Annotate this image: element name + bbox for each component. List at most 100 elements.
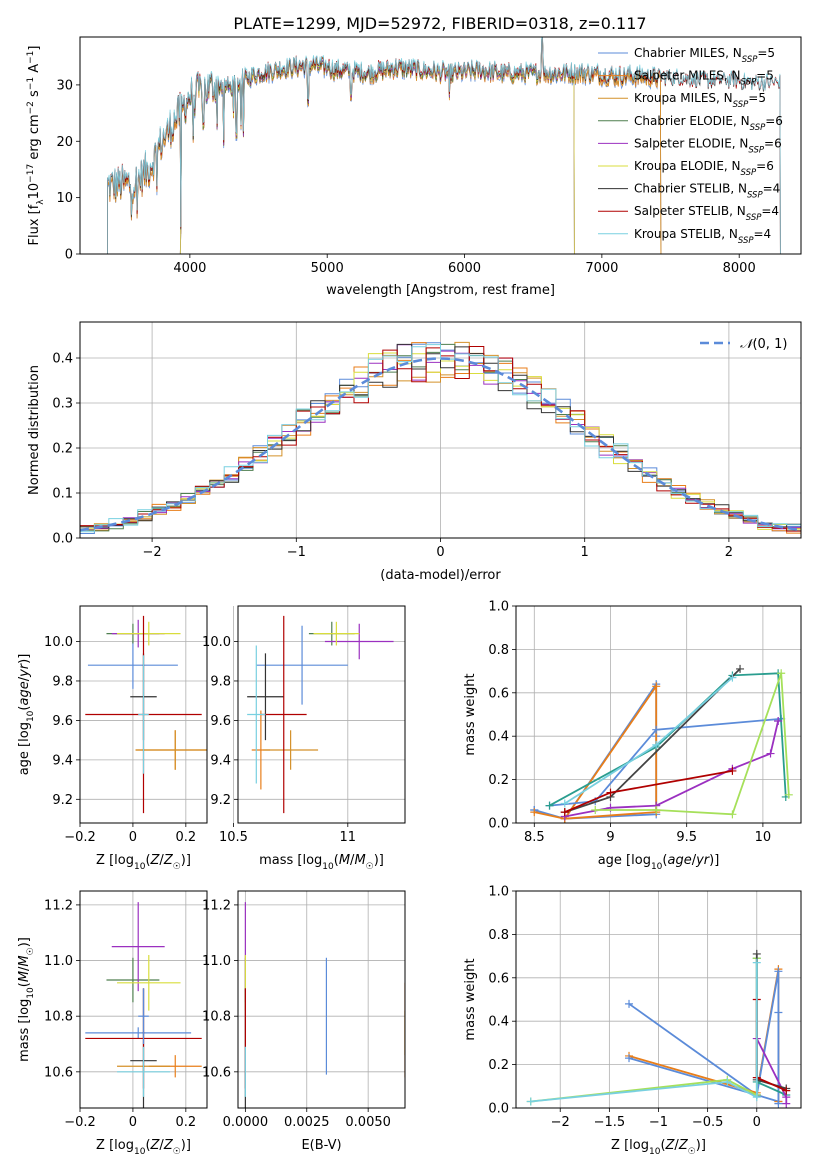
panel-1: 4000 5000 6000 7000 8000 0 10 20 30 Chabrier MILE… bbox=[26, 36, 802, 298]
label-part: 10 bbox=[649, 1147, 661, 1157]
x-tick-label: 4000 bbox=[173, 261, 206, 276]
spectrum-series-9 bbox=[107, 37, 781, 254]
legend-label-main: Salpeter STELIB, N bbox=[634, 204, 746, 218]
ssp-weight-marker bbox=[774, 967, 783, 976]
ssp-weight-line-3 bbox=[628, 971, 780, 1104]
label-part: / bbox=[17, 676, 32, 681]
plot-area bbox=[107, 37, 781, 254]
legend-label-tail: =6 bbox=[756, 159, 774, 173]
panel-2: −2 −1 0 1 2 0.0 0.1 0.2 0.3 0.4 𝒩(0, 1) (data-model… bbox=[27, 321, 802, 583]
ssp-weight-marker bbox=[752, 958, 761, 967]
plot-area bbox=[85, 615, 207, 814]
label-part: Z [log bbox=[96, 1138, 134, 1153]
y-axis-label: Normed distribution bbox=[27, 365, 42, 495]
x-axis-label: mass [log10(M/M☉)] bbox=[259, 853, 384, 872]
ssp-weight-marker bbox=[728, 766, 737, 775]
label-part: Z bbox=[665, 1138, 676, 1153]
legend-label-sub: SSP bbox=[741, 78, 757, 88]
legend-label-sub: SSP bbox=[750, 123, 766, 133]
y-tick-label: 0.8 bbox=[488, 643, 509, 658]
y-tick-label: 11.0 bbox=[202, 954, 231, 969]
ssp-weight-marker bbox=[784, 790, 793, 799]
ssp-weight-marker bbox=[560, 799, 569, 808]
x-tick-label: 9.5 bbox=[676, 830, 697, 845]
label-part: ( bbox=[334, 853, 339, 868]
plot-area bbox=[530, 664, 793, 823]
label-part: yr bbox=[695, 853, 711, 868]
x-tick-label: −2 bbox=[551, 1115, 570, 1130]
y-tick-label: 10.6 bbox=[44, 1065, 73, 1080]
y-tick-label: 10.8 bbox=[44, 1010, 73, 1025]
axes-frame bbox=[237, 605, 406, 824]
label-part: −1 bbox=[26, 77, 36, 90]
y-tick-label: 1.0 bbox=[488, 600, 509, 615]
y-tick-label: 0.0 bbox=[488, 817, 509, 832]
gaussian-reference-curve bbox=[80, 357, 801, 532]
y-tick-label: 9.4 bbox=[52, 753, 73, 768]
axes-frame bbox=[515, 890, 802, 1109]
label-part: 10 bbox=[322, 862, 334, 872]
y-tick-label: 0.0 bbox=[52, 532, 73, 547]
ssp-weight-line-6 bbox=[595, 673, 790, 816]
ssp-weight-marker bbox=[526, 1097, 535, 1106]
label-part: erg cm bbox=[27, 114, 42, 163]
legend-label: Chabrier ELODIE, NSSP=6 bbox=[634, 114, 783, 133]
legend-label-sub: SSP bbox=[742, 55, 758, 65]
x-tick-label: 10.5 bbox=[219, 830, 248, 845]
panel-8: −2 −1.5 −1 −0.5 0 0.0 0.2 0.4 0.6 0.8 1.0 Z [log10(… bbox=[463, 885, 802, 1157]
y-tick-label: 0 bbox=[65, 248, 73, 263]
label-part: ☉ bbox=[26, 947, 36, 955]
legend-label: Salpeter MILES, NSSP=5 bbox=[634, 69, 774, 88]
y-tick-label: 0.0 bbox=[488, 1102, 509, 1117]
x-tick-label: 10 bbox=[755, 830, 772, 845]
label-part: / bbox=[350, 853, 355, 868]
ssp-weight-marker bbox=[752, 1093, 761, 1102]
y-tick-label: 10.8 bbox=[202, 1010, 231, 1025]
y-tick-label: 10.6 bbox=[202, 1065, 231, 1080]
ssp-weight-marker bbox=[545, 801, 554, 810]
label-part: Flux [f bbox=[27, 204, 42, 245]
label-part: −17 bbox=[26, 164, 36, 183]
x-tick-label: 2 bbox=[725, 545, 733, 560]
legend-label-tail: =4 bbox=[754, 227, 772, 241]
x-tick-label: 0 bbox=[129, 830, 137, 845]
label-part: / bbox=[692, 853, 697, 868]
ssp-weight-marker bbox=[530, 808, 539, 817]
plot-area bbox=[244, 902, 405, 1108]
y-tick-label: 9.4 bbox=[210, 753, 231, 768]
ssp-weight-marker bbox=[766, 749, 775, 758]
y-tick-label: 9.6 bbox=[52, 714, 73, 729]
y-tick-label: 10 bbox=[56, 191, 73, 206]
label-part: Z bbox=[150, 1138, 161, 1153]
panel-7: 0.0000 0.0025 0.0050 10.6 10.8 11.0 11.2 E(B-V) bbox=[202, 890, 406, 1153]
label-part: Z [log bbox=[611, 1138, 649, 1153]
label-part: )] bbox=[181, 1138, 191, 1153]
ssp-weight-marker bbox=[723, 1077, 732, 1086]
label-part: ( bbox=[145, 1138, 150, 1153]
label-part: / bbox=[159, 1138, 164, 1153]
legend-label-main: Kroupa STELIB, N bbox=[634, 227, 738, 241]
y-tick-label: 0.3 bbox=[52, 397, 73, 412]
x-tick-label: 1 bbox=[581, 545, 589, 560]
x-tick-label: 8.5 bbox=[524, 830, 545, 845]
y-tick-label: 0.6 bbox=[488, 971, 509, 986]
label-part: ( bbox=[660, 1138, 665, 1153]
legend-label-tail: =5 bbox=[756, 69, 774, 83]
legend-label-main: Salpeter ELODIE, N bbox=[634, 136, 748, 150]
label-part: M bbox=[339, 853, 350, 868]
label-part: )] bbox=[696, 1138, 706, 1153]
y-tick-label: 0.4 bbox=[488, 730, 509, 745]
x-axis-label: (data-model)/error bbox=[380, 568, 501, 583]
y-tick-label: 11.0 bbox=[44, 954, 73, 969]
legend-label-main: Chabrier STELIB, N bbox=[634, 182, 747, 196]
label-part: age bbox=[667, 853, 691, 868]
label-part: ☉ bbox=[173, 1147, 181, 1157]
y-tick-label: 10.0 bbox=[202, 635, 231, 650]
y-axis-label: age [log10(age/yr)] bbox=[17, 654, 36, 776]
y-axis-label: mass weight bbox=[463, 673, 478, 755]
x-axis-label: Z [log10(Z/Z☉)] bbox=[611, 1138, 706, 1157]
legend-label-tail: =5 bbox=[757, 46, 775, 60]
y-tick-label: 10.0 bbox=[44, 635, 73, 650]
label-part: Z bbox=[678, 1138, 689, 1153]
ssp-weight-marker bbox=[774, 1099, 783, 1108]
